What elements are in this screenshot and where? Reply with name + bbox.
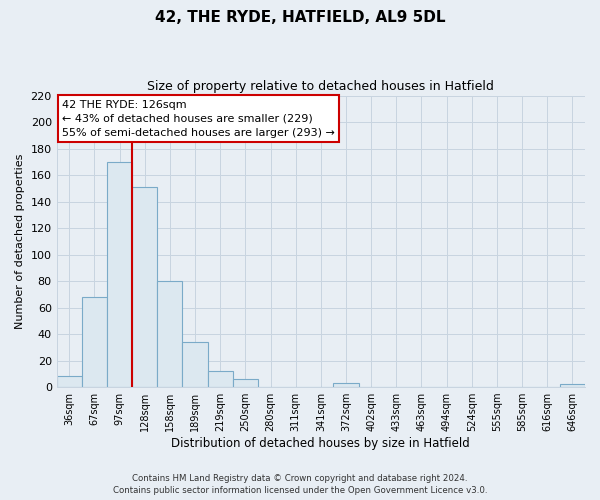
Bar (107, 162, 132, 387)
Y-axis label: Number of detached properties: Number of detached properties (15, 154, 25, 329)
Text: Contains HM Land Registry data © Crown copyright and database right 2024.
Contai: Contains HM Land Registry data © Crown c… (113, 474, 487, 495)
Bar (182, 342, 208, 387)
Bar (334, 383, 359, 387)
Bar (560, 384, 585, 387)
Bar (132, 187, 157, 387)
Bar (56, 376, 82, 387)
Bar (82, 297, 107, 387)
X-axis label: Distribution of detached houses by size in Hatfield: Distribution of detached houses by size … (172, 437, 470, 450)
Bar (157, 281, 182, 387)
Bar (233, 379, 258, 387)
Text: 42, THE RYDE, HATFIELD, AL9 5DL: 42, THE RYDE, HATFIELD, AL9 5DL (155, 10, 445, 25)
Bar (208, 371, 233, 387)
Text: 42 THE RYDE: 126sqm
← 43% of detached houses are smaller (229)
55% of semi-detac: 42 THE RYDE: 126sqm ← 43% of detached ho… (62, 100, 335, 138)
Title: Size of property relative to detached houses in Hatfield: Size of property relative to detached ho… (148, 80, 494, 93)
